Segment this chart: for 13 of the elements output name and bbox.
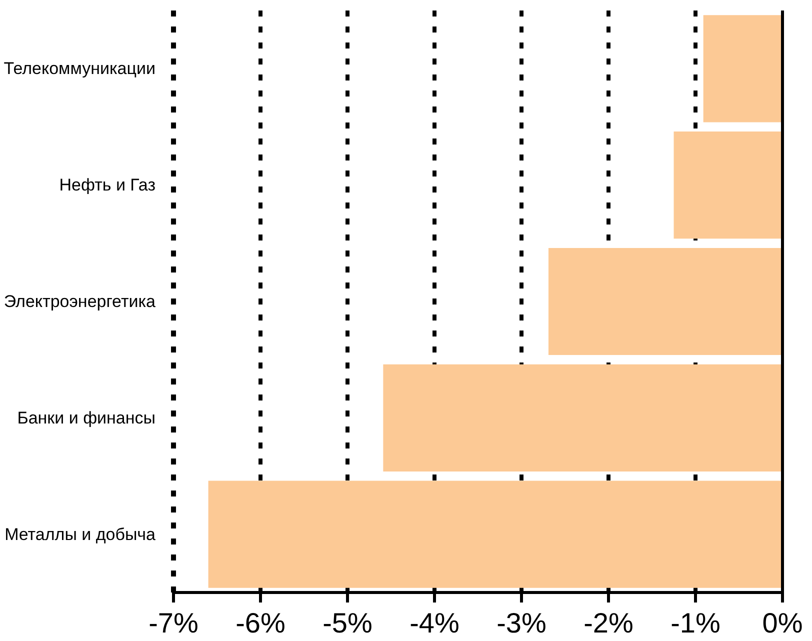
- y-tick-label: Телекоммуникации: [4, 59, 156, 78]
- y-tick-label: Металлы и добыча: [4, 524, 156, 544]
- x-tick-label: -1%: [670, 608, 720, 638]
- y-tick-label: Банки и финансы: [17, 408, 156, 428]
- x-tick-label: 0%: [762, 608, 803, 638]
- y-tick-label: Нефть и Газ: [59, 176, 156, 195]
- x-tick-label: -5%: [322, 608, 372, 638]
- x-tick-label: -3%: [496, 608, 546, 638]
- y-tick-label: Электроэнергетика: [4, 292, 156, 311]
- x-tick-label: -2%: [584, 608, 634, 638]
- x-tick-label: -7%: [148, 608, 198, 638]
- x-tick-label: -4%: [410, 608, 460, 638]
- x-tick-label: -6%: [236, 608, 286, 638]
